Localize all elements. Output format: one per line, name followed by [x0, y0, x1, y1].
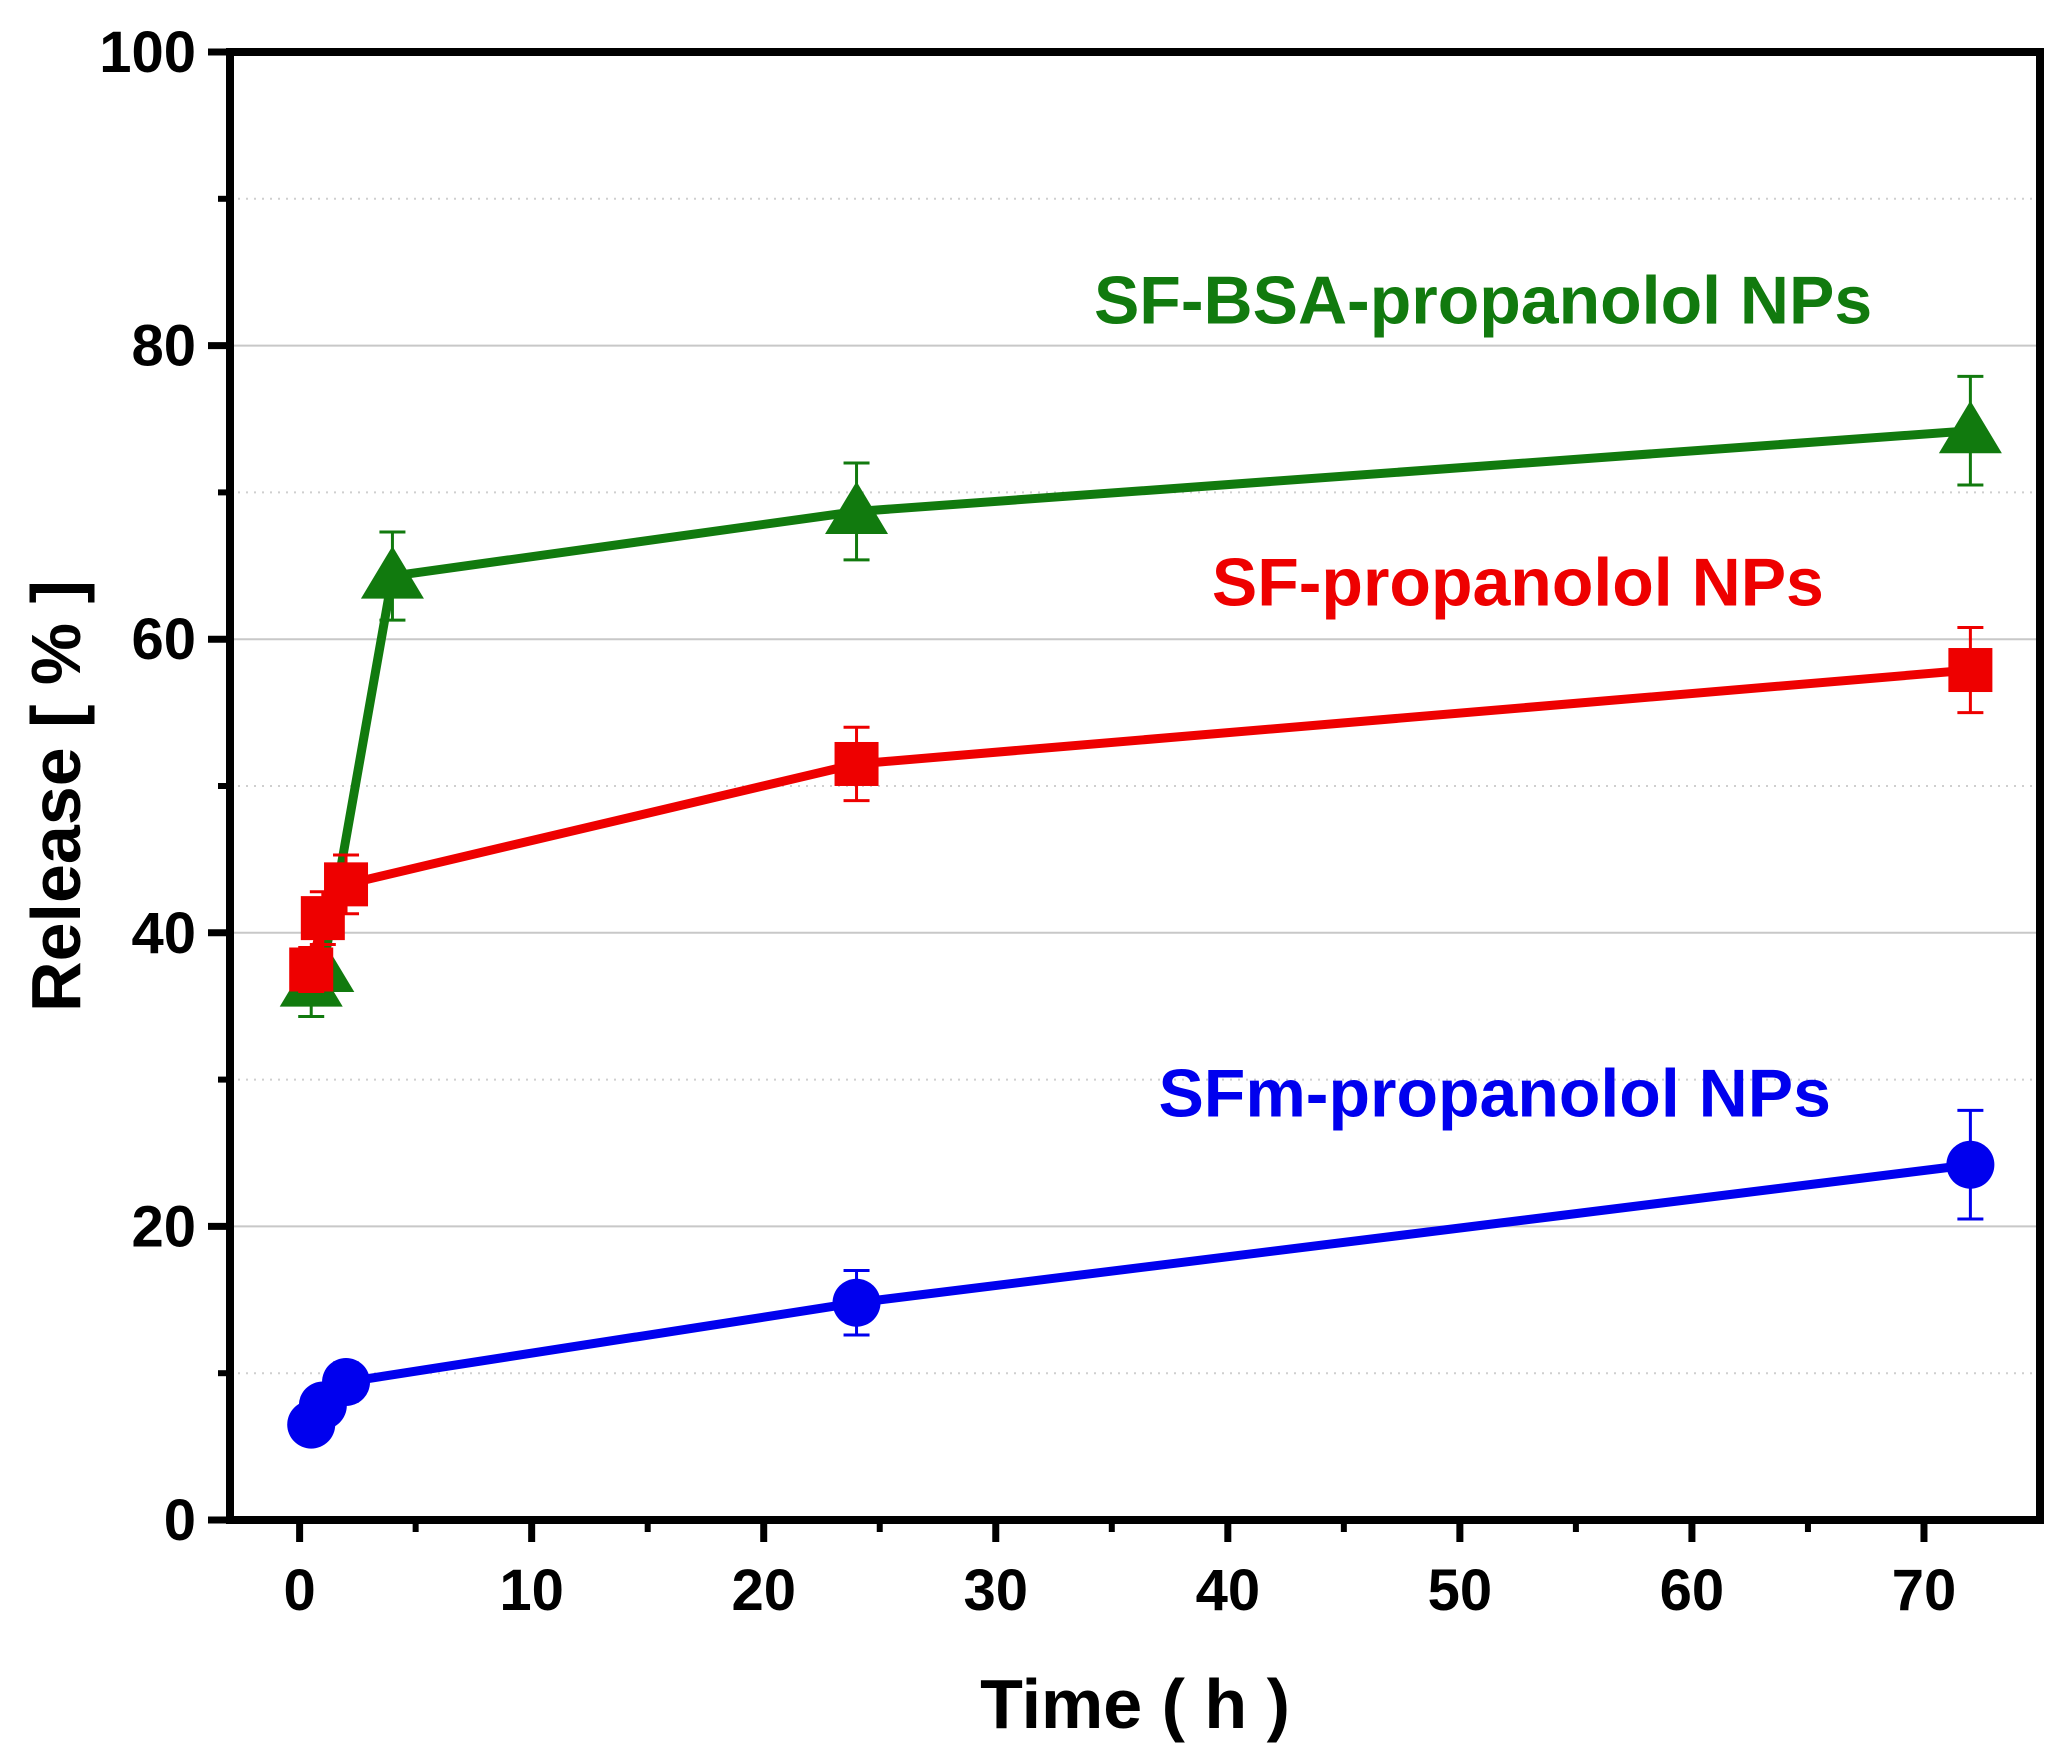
data-point-square [834, 741, 879, 786]
y-tick-label: 100 [99, 20, 196, 85]
gridlines [230, 197, 2040, 1375]
y-tick-label: 80 [131, 314, 196, 379]
y-axis-title: Release [ % ] [17, 580, 95, 1012]
series-label-sf: SF-propanolol NPs [1212, 544, 1824, 620]
data-point-square [324, 862, 369, 907]
x-tick-label: 10 [499, 1558, 564, 1623]
series-label-sfm: SFm-propanolol NPs [1158, 1055, 1830, 1131]
series-label-sf-bsa: SF-BSA-propanolol NPs [1094, 263, 1872, 339]
data-point-circle [1946, 1140, 1995, 1189]
x-tick-label: 30 [964, 1558, 1029, 1623]
x-tick-label: 0 [283, 1558, 315, 1623]
y-tick-label: 20 [131, 1194, 196, 1259]
series-1 [289, 625, 1993, 994]
data-point-triangle [360, 546, 424, 599]
data-point-circle [832, 1278, 881, 1327]
x-tick-label: 70 [1892, 1558, 1957, 1623]
x-axis-title: Time ( h ) [980, 1665, 1290, 1743]
y-tick-label: 40 [131, 901, 196, 966]
data-point-circle [322, 1358, 371, 1407]
data-point-triangle [825, 481, 889, 534]
x-tick-label: 60 [1660, 1558, 1725, 1623]
y-tick-label: 0 [164, 1488, 196, 1553]
x-tick-label: 20 [731, 1558, 796, 1623]
data-point-square [1948, 648, 1993, 693]
x-tick-label: 50 [1428, 1558, 1493, 1623]
series-2 [287, 1108, 1995, 1449]
data-point-square [289, 947, 334, 992]
x-tick-label: 40 [1196, 1558, 1261, 1623]
axis-ticks [208, 48, 1928, 1542]
tick-labels: 0 20 40 60 80 100 0 10 20 30 40 50 60 70 [99, 20, 1956, 1623]
series-layer [279, 374, 2002, 1449]
data-point-triangle [1938, 400, 2002, 454]
y-tick-label: 60 [131, 607, 196, 672]
